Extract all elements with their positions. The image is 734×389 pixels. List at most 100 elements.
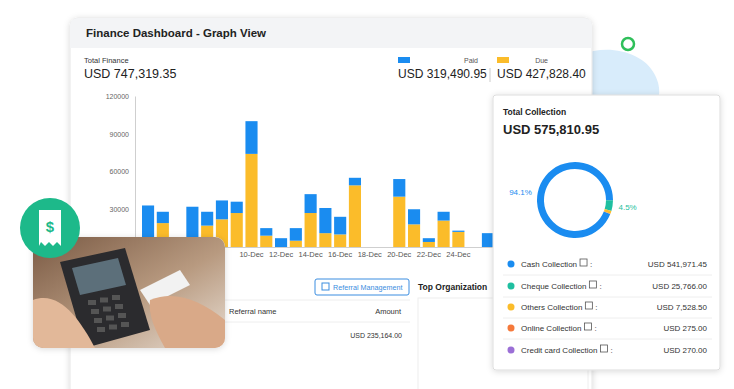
bar-segment: [245, 121, 257, 154]
bar-segment: [467, 247, 479, 248]
bar-segment: [423, 238, 435, 242]
amount: USD 541,971.45: [648, 260, 708, 269]
x-tick: 10-Dec: [239, 247, 263, 259]
donut: [537, 162, 613, 238]
legend-dot: [508, 261, 515, 268]
y-axis: 30000 60000 90000 120000: [106, 93, 136, 248]
legend-label: Credit card Collection: [521, 346, 597, 355]
receipt-icon: $: [20, 198, 80, 258]
bar-segment: [334, 217, 346, 235]
legend-label: Cash Collection: [521, 260, 577, 269]
y-tick: 60000: [110, 168, 135, 175]
bar-segment: [438, 221, 450, 247]
bar-segment: [438, 212, 450, 221]
data-label: 94.1%: [509, 188, 532, 197]
button-icon[interactable]: [322, 283, 329, 290]
bar-segment: [142, 205, 154, 238]
separator: :: [599, 282, 601, 291]
row-line: [503, 318, 712, 319]
row-line: [503, 297, 712, 298]
donut-slice: [537, 162, 613, 238]
subtitle: Total Finance: [84, 56, 129, 65]
bar-segment: [231, 213, 243, 247]
x-tick-label: 18-Dec: [358, 250, 382, 259]
decor-ring: [622, 38, 634, 50]
button-label[interactable]: Referral Management: [333, 283, 403, 292]
x-tick-label: 14-Dec: [299, 250, 323, 259]
bar-segment: [260, 236, 272, 247]
donut-slice: [604, 211, 611, 214]
title: Finance Dashboard - Graph View: [86, 27, 266, 39]
terminal-key: [109, 325, 117, 330]
total-finance: USD 747,319.35: [84, 67, 176, 81]
link-icon[interactable]: [580, 259, 587, 266]
referral-button[interactable]: Referral Management: [315, 279, 409, 295]
title: Total Collection: [503, 107, 566, 117]
x-tick-label: 10-Dec: [239, 250, 263, 259]
bar-segment: [201, 212, 213, 226]
bar-segment: [260, 228, 272, 236]
legend-dot: [508, 347, 515, 354]
x-tick: 18-Dec: [358, 247, 382, 259]
bar-segment: [423, 242, 435, 247]
due-total: USD 427,828.40: [497, 67, 586, 81]
link-icon[interactable]: [585, 302, 592, 309]
link-icon[interactable]: [584, 323, 591, 330]
link-icon[interactable]: [589, 281, 596, 288]
hand: [33, 298, 95, 348]
link-icon[interactable]: [600, 345, 607, 352]
legend-dot: [508, 283, 515, 290]
legend-label: Due: [535, 57, 548, 64]
row-line: [503, 275, 712, 276]
amount: USD 7,528.50: [657, 303, 708, 312]
table-cell: USD 235,164.00: [350, 332, 402, 339]
x-tick: 24-Dec: [446, 247, 470, 259]
legend-swatch: [398, 57, 410, 63]
y-tick: 30000: [110, 206, 135, 213]
separator: :: [594, 324, 596, 333]
bar-segment: [290, 241, 302, 247]
terminal-key: [106, 316, 114, 321]
donut-slice: [604, 209, 612, 214]
bar-segment: [290, 228, 302, 241]
terminal-key: [94, 318, 102, 323]
bar-segment: [393, 197, 405, 247]
path: [135, 97, 136, 248]
x-tick-label: 16-Dec: [328, 250, 352, 259]
legend-label: Others Collection: [521, 303, 582, 312]
x-tick-label: 12-Dec: [269, 250, 293, 259]
button-frame[interactable]: [315, 279, 409, 295]
bar-segment: [216, 200, 228, 219]
bar-segment: [245, 154, 257, 247]
donut-slice: [604, 211, 611, 214]
row-line: [225, 322, 410, 323]
bar-segment: [349, 178, 361, 186]
y-tick: 120000: [106, 93, 135, 100]
amount: USD 275.00: [663, 324, 707, 333]
bar-segment: [378, 247, 390, 248]
x-tick: 12-Dec: [269, 247, 293, 259]
y-tick: 90000: [110, 130, 135, 137]
hand: [150, 296, 225, 348]
terminal-screen: [72, 258, 126, 295]
bar-segment: [378, 247, 390, 248]
table-header: Amount: [375, 307, 402, 316]
table-header: Referral name: [229, 307, 277, 316]
bar-segment: [364, 247, 376, 248]
terminal-key: [112, 295, 120, 300]
x-tick-label: 22-Dec: [417, 250, 441, 259]
x-tick-label: 20-Dec: [387, 250, 411, 259]
legend-swatch: [497, 57, 509, 63]
legend-dot: [508, 325, 515, 332]
x-tick-label: 24-Dec: [446, 250, 470, 259]
y-tick-label: 90000: [110, 130, 130, 137]
bar-segment: [334, 234, 346, 247]
bar-segment: [482, 233, 494, 247]
legend-dot: [508, 304, 515, 311]
separator: :: [590, 260, 592, 269]
row-line: [225, 300, 410, 301]
amount: USD 25,766.00: [652, 282, 707, 291]
terminal-key: [100, 298, 108, 303]
bar-segment: [467, 247, 479, 248]
bar-segment: [452, 231, 464, 232]
